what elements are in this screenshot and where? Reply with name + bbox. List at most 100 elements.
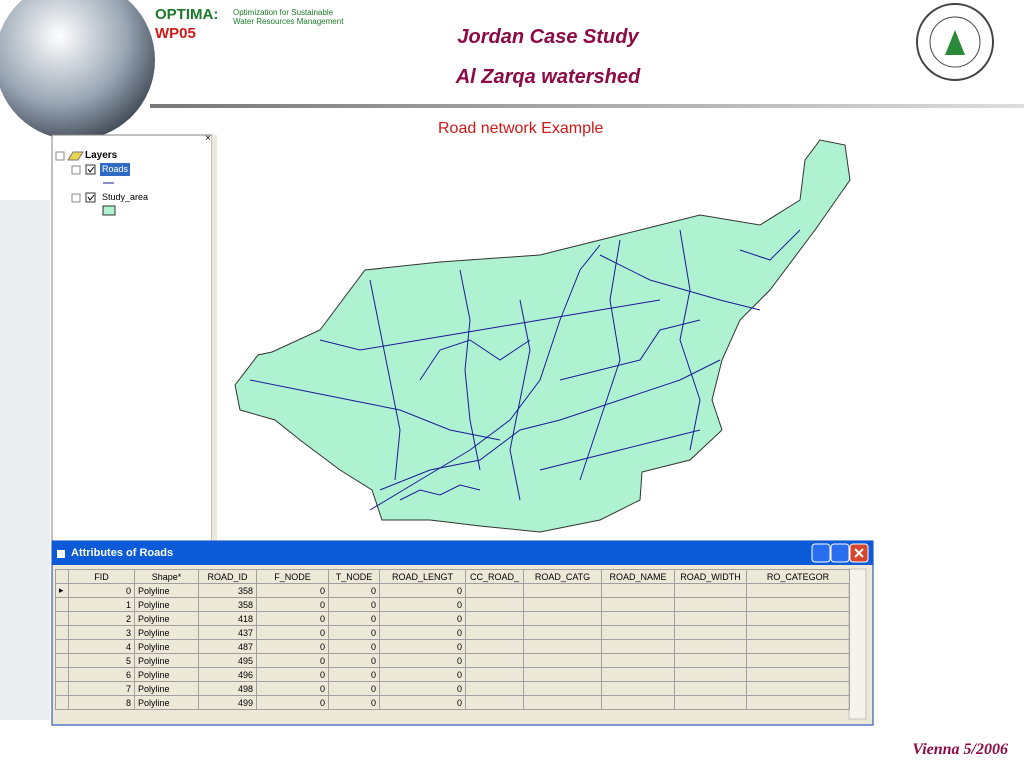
cell [746,611,850,626]
expander[interactable] [55,151,65,161]
cell [523,625,602,640]
header-rule [150,104,1024,108]
cell: Polyline [134,667,199,682]
table-row[interactable]: 1 Polyline 358 0 0 0 [55,597,850,612]
column-header: ROAD_WIDTH [674,569,747,584]
column-header: Shape* [134,569,199,584]
background-grid [0,200,50,720]
cell [746,639,850,654]
cell [746,695,850,710]
column-header: ROAD_ID [198,569,257,584]
cell [674,681,747,696]
table-row[interactable]: 3 Polyline 437 0 0 0 [55,625,850,640]
expander[interactable] [71,165,81,175]
table-row[interactable]: 6 Polyline 496 0 0 0 [55,667,850,682]
cell [465,681,524,696]
cell: 0 [379,639,466,654]
cell: 0 [379,681,466,696]
cell [523,597,602,612]
maximize-button[interactable] [830,543,850,563]
table-row[interactable]: 7 Polyline 498 0 0 0 [55,681,850,696]
ncrs-logo-tree [945,30,965,55]
table-row[interactable]: 2 Polyline 418 0 0 0 [55,611,850,626]
cell [601,625,675,640]
cell: 0 [256,695,329,710]
column-header: ROAD_LENGT [379,569,466,584]
window-icon [57,550,65,558]
cell [601,583,675,598]
table-row[interactable]: ▸ 0 Polyline 358 0 0 0 [55,583,850,598]
window-title: Attributes of Roads [71,547,174,559]
cell: Polyline [134,611,199,626]
cell: Polyline [134,625,199,640]
cell [746,625,850,640]
footer: Vienna 5/2006 [912,741,1008,758]
cell: 437 [198,625,257,640]
cell: 0 [256,653,329,668]
cell: 0 [256,597,329,612]
cell: 0 [256,667,329,682]
toc-root: Layers [85,150,118,161]
check [87,194,95,201]
cell: 498 [198,681,257,696]
header-row: FID Shape* ROAD_ID F_NODE T_NODE ROAD_LENGT CC… [55,569,850,584]
table-row[interactable]: 4 Polyline 487 0 0 0 [55,639,850,654]
cell: 0 [328,611,380,626]
table-row[interactable]: 5 Polyline 495 0 0 0 [55,653,850,668]
cell: 0 [328,681,380,696]
attribute-table: FID Shape* ROAD_ID F_NODE T_NODE ROAD_LENGT CC… [55,569,850,710]
cell [465,667,524,682]
cell: 0 [68,583,135,598]
ncrs-logo-ring [929,16,981,68]
minimize-button[interactable] [811,543,831,563]
slide-subtitle: Al Zarqa watershed [455,66,641,88]
project-code: WP05 [155,25,196,42]
cell: 0 [256,681,329,696]
cell: Polyline [134,653,199,668]
cell [465,597,524,612]
close-button[interactable]: × [205,133,211,144]
cell: Polyline [134,639,199,654]
cell [746,653,850,668]
cell: 0 [328,583,380,598]
cell [523,653,602,668]
cell [746,667,850,682]
cell [601,639,675,654]
column-header: CC_ROAD_ [465,569,524,584]
cell [601,695,675,710]
globe-logo [0,0,155,140]
table-row[interactable]: 8 Polyline 499 0 0 0 [55,695,850,710]
layer-name[interactable]: Roads [102,164,129,174]
cell [674,639,747,654]
checkbox[interactable] [85,164,96,175]
cell [465,625,524,640]
cell: 0 [328,625,380,640]
cell: 496 [198,667,257,682]
cell: 0 [328,653,380,668]
tagline-line: Water Resources Management [233,17,344,26]
cell [523,639,602,654]
row-selector [55,639,69,654]
cell [601,597,675,612]
cell [465,639,524,654]
layer-name[interactable]: Study_area [102,192,149,202]
close-glyph [854,548,864,558]
cell: 0 [379,653,466,668]
cell: 0 [379,667,466,682]
checkbox[interactable] [85,192,96,203]
cell: 358 [198,583,257,598]
cell [674,695,747,710]
cell: 0 [379,597,466,612]
cell [465,695,524,710]
row-selector [55,653,69,668]
expander[interactable] [71,193,81,203]
cell [465,583,524,598]
cell [523,583,602,598]
column-header: F_NODE [256,569,329,584]
scrollbar[interactable] [848,568,867,720]
roads [249,229,801,511]
row-selector-header [55,569,69,584]
cell [746,597,850,612]
cell: 3 [68,625,135,640]
cell: 1 [68,597,135,612]
